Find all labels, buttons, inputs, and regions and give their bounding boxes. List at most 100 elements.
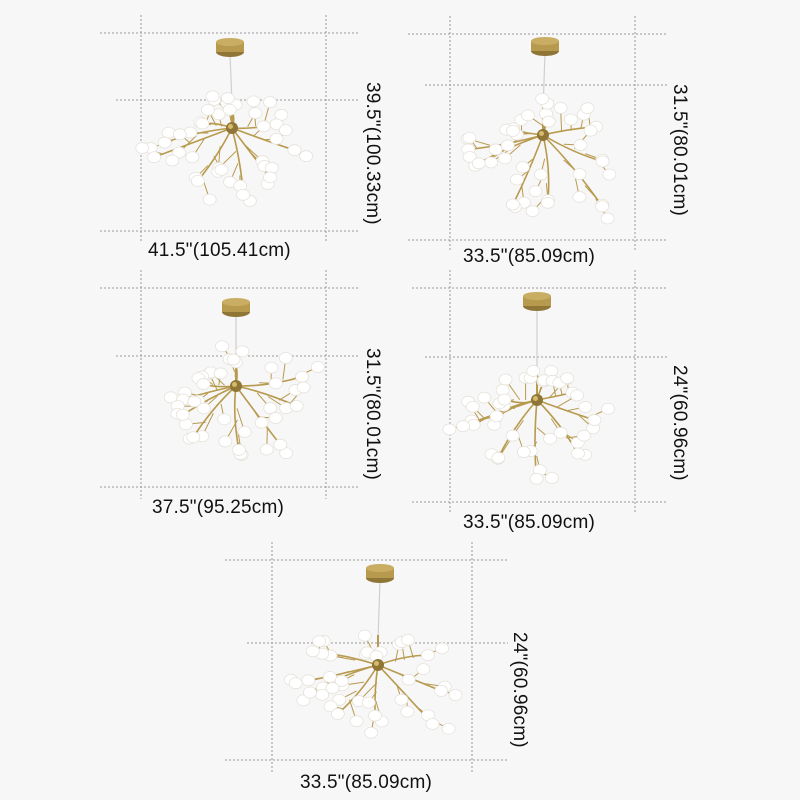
shade-icon [322, 671, 337, 683]
shade-icon [190, 175, 205, 187]
shade-icon [441, 722, 456, 735]
shade-icon [421, 709, 435, 722]
shade-icon [573, 139, 588, 151]
shade-icon [364, 726, 379, 739]
shade-icon [175, 408, 190, 421]
shade-icon [523, 445, 538, 457]
shade-icon [315, 647, 330, 660]
shade-icon [254, 416, 269, 429]
height-label: 31.5"(80.01cm) [362, 348, 383, 481]
shade-icon [248, 107, 263, 120]
shade-icon [246, 95, 261, 108]
shade-icon [600, 212, 615, 225]
shade-icon [416, 663, 431, 676]
shade-icon [220, 92, 235, 105]
shade-icon [310, 361, 325, 373]
shade-icon [268, 377, 283, 390]
shade-icon [572, 191, 587, 203]
shade-icon [207, 94, 222, 106]
shade-icon [323, 700, 338, 713]
shade-icon [212, 162, 226, 174]
shade-icon [499, 123, 514, 136]
shade-icon [498, 152, 512, 165]
shade-icon [179, 418, 193, 431]
shade-icon [595, 153, 610, 166]
shade-icon [205, 90, 220, 103]
canopy-icon [366, 573, 394, 583]
shade-icon [295, 370, 309, 383]
shade-icon [535, 92, 550, 105]
shade-icon [217, 413, 232, 426]
shade-icon [358, 648, 373, 661]
shade-icon [595, 200, 610, 213]
shade-icon [231, 443, 246, 456]
shade-icon [288, 677, 303, 690]
shade-icon [541, 194, 555, 207]
shade-icon [489, 410, 504, 423]
shade-icon [541, 115, 556, 128]
shade-icon [578, 401, 593, 413]
shade-icon [471, 157, 486, 170]
shade-icon [360, 646, 375, 659]
shade-icon [571, 447, 585, 460]
shade-icon [448, 689, 463, 701]
shade-icon [516, 446, 531, 458]
shade-icon [466, 418, 481, 431]
shade-icon [529, 472, 544, 485]
shade-icon [263, 171, 277, 184]
shade-icon [260, 177, 275, 190]
shade-icon [602, 168, 617, 181]
shade-icon [213, 367, 228, 380]
shade-icon [595, 155, 610, 168]
shade-icon [570, 389, 584, 402]
hub-icon [537, 129, 549, 141]
shade-icon [515, 161, 530, 174]
shade-icon [540, 97, 555, 110]
shade-icon [520, 109, 535, 122]
shade-icon [135, 142, 150, 154]
shade-icon [204, 366, 218, 379]
shade-icon [420, 649, 435, 662]
shade-icon [269, 118, 284, 131]
shade-icon [215, 340, 229, 353]
shade-icon [228, 356, 243, 369]
shade-icon [425, 718, 440, 730]
shade-icon [274, 109, 289, 121]
canopy-icon [523, 301, 551, 311]
shade-icon [186, 431, 201, 444]
shade-icon [553, 102, 568, 114]
shade-icon [496, 399, 511, 412]
shade-icon [236, 188, 250, 201]
shade-icon [442, 423, 457, 436]
shade-icon [587, 414, 602, 426]
shade-icon [545, 374, 560, 387]
shade-icon [539, 107, 554, 120]
shade-icon [157, 136, 172, 149]
width-label: 41.5"(105.41cm) [148, 240, 291, 261]
shade-icon [572, 168, 587, 181]
shade-icon [394, 693, 409, 706]
hub-icon [226, 122, 238, 134]
shade-icon [185, 151, 200, 164]
shade-icon [498, 373, 513, 386]
shade-icon [233, 179, 248, 192]
shade-icon [269, 132, 284, 145]
shade-icon [202, 193, 217, 206]
shade-icon [462, 131, 477, 144]
shade-icon [488, 143, 503, 156]
fixture-variant-1 [100, 15, 358, 243]
shade-icon [514, 113, 529, 126]
shade-icon [401, 673, 416, 686]
shade-icon [188, 171, 203, 184]
shade-icon [462, 151, 477, 163]
shade-icon [484, 448, 499, 461]
shade-icon [176, 393, 191, 406]
shade-icon [218, 435, 233, 448]
shade-icon [553, 426, 568, 439]
shade-icon [257, 160, 272, 172]
shade-icon [464, 414, 479, 427]
shade-icon [392, 638, 406, 651]
shade-icon [543, 432, 557, 445]
shade-icon [143, 142, 158, 154]
shade-icon [484, 156, 498, 169]
